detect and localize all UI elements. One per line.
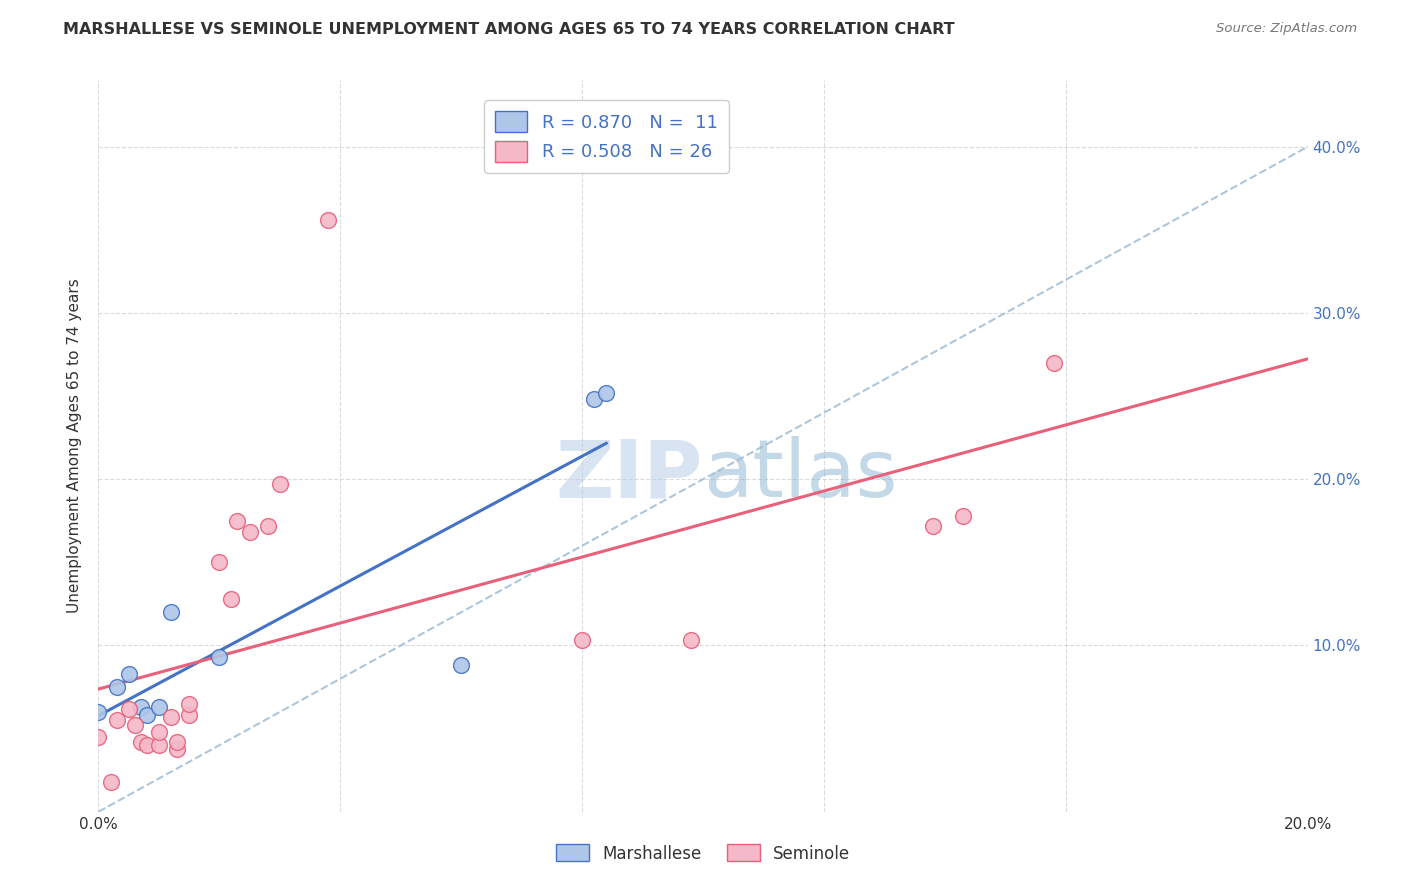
Point — [952, 508, 974, 523]
Point — [166, 735, 188, 749]
Point — [269, 477, 291, 491]
Legend: Marshallese, Seminole: Marshallese, Seminole — [548, 838, 858, 869]
Text: atlas: atlas — [703, 436, 897, 515]
Point — [100, 774, 122, 789]
Point — [239, 525, 262, 540]
Point — [87, 730, 110, 744]
Point — [118, 701, 141, 715]
Point — [124, 718, 146, 732]
Point — [316, 213, 339, 227]
Point — [129, 700, 152, 714]
Point — [148, 725, 170, 739]
Point — [679, 633, 702, 648]
Point — [118, 666, 141, 681]
Y-axis label: Unemployment Among Ages 65 to 74 years: Unemployment Among Ages 65 to 74 years — [67, 278, 83, 614]
Point — [129, 735, 152, 749]
Point — [135, 738, 157, 752]
Text: MARSHALLESE VS SEMINOLE UNEMPLOYMENT AMONG AGES 65 TO 74 YEARS CORRELATION CHART: MARSHALLESE VS SEMINOLE UNEMPLOYMENT AMO… — [63, 22, 955, 37]
Point — [256, 518, 278, 533]
Text: ZIP: ZIP — [555, 436, 703, 515]
Point — [1042, 356, 1064, 370]
Point — [571, 633, 593, 648]
Point — [148, 700, 170, 714]
Point — [226, 514, 249, 528]
Point — [179, 708, 201, 723]
Point — [160, 710, 183, 724]
Point — [148, 738, 170, 752]
Point — [221, 591, 243, 606]
Point — [208, 650, 231, 665]
Point — [105, 680, 128, 694]
Text: Source: ZipAtlas.com: Source: ZipAtlas.com — [1216, 22, 1357, 36]
Point — [166, 741, 188, 756]
Point — [135, 708, 157, 723]
Point — [87, 705, 110, 719]
Point — [595, 385, 617, 400]
Point — [179, 697, 201, 711]
Point — [583, 392, 606, 407]
Point — [105, 714, 128, 728]
Point — [921, 518, 943, 533]
Point — [208, 555, 231, 569]
Point — [450, 658, 472, 673]
Point — [160, 605, 183, 619]
